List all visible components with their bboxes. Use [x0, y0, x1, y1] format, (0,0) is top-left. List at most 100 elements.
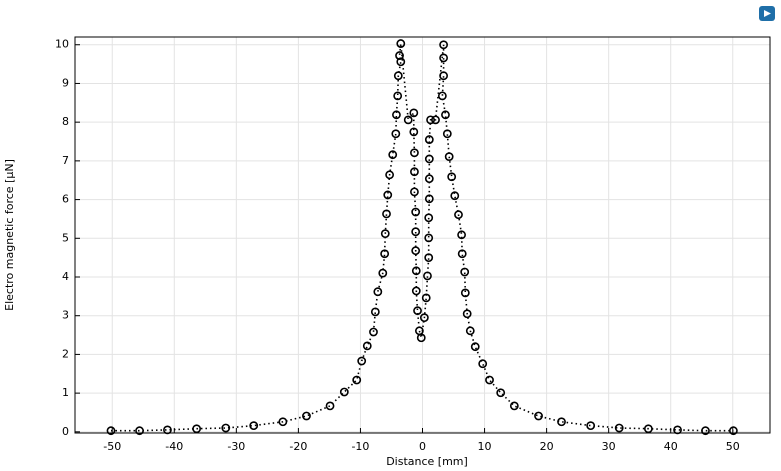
y-tick-label: 8 [62, 115, 69, 128]
data-point [249, 421, 259, 431]
data-point [388, 150, 398, 160]
data-point [460, 267, 470, 277]
data-point [409, 108, 419, 118]
data-point [424, 213, 434, 223]
data-point [278, 417, 288, 427]
data-point [454, 210, 463, 220]
x-tick-label: 10 [478, 440, 492, 453]
data-point [439, 53, 448, 63]
data-point [370, 307, 380, 317]
data-point [411, 246, 421, 256]
app-icon[interactable] [759, 6, 775, 21]
data-point [325, 401, 335, 411]
y-tick-label: 10 [55, 38, 69, 51]
data-point [382, 209, 391, 219]
icon-glyph[interactable] [764, 10, 771, 17]
data-point [409, 127, 419, 137]
data-point [643, 424, 653, 434]
data-point [192, 424, 202, 434]
data-point [431, 115, 440, 125]
data-point [437, 91, 447, 101]
y-tick-label: 7 [62, 154, 69, 167]
x-tick-label: -10 [351, 440, 369, 453]
data-point [614, 423, 624, 433]
data-point [450, 191, 460, 201]
data-point [439, 40, 448, 50]
y-tick-label: 1 [62, 386, 69, 399]
data-point [392, 110, 401, 120]
x-tick-label: -20 [289, 440, 307, 453]
data-point [393, 71, 403, 81]
data-point [396, 39, 406, 48]
data-point [478, 359, 488, 369]
data-point [352, 375, 362, 385]
x-tick-label: 40 [664, 440, 678, 453]
data-point [391, 129, 401, 139]
y-tick-label: 9 [62, 76, 69, 89]
data-point [457, 230, 466, 240]
x-tick-label: 0 [419, 440, 426, 453]
data-point [362, 341, 372, 351]
data-point [413, 306, 422, 316]
data-point [163, 425, 172, 435]
x-tick-label: -40 [165, 440, 183, 453]
data-point [385, 170, 395, 180]
x-tick-label: -30 [227, 440, 245, 453]
data-point [380, 249, 390, 259]
data-point [470, 342, 480, 352]
x-tick-label: 20 [540, 440, 554, 453]
data-point [302, 411, 311, 421]
y-tick-label: 2 [62, 347, 69, 360]
data-point [416, 333, 426, 343]
x-tick-label: 30 [602, 440, 616, 453]
data-point [444, 152, 454, 162]
data-point [496, 388, 506, 398]
data-point [411, 207, 421, 217]
data-point [339, 387, 349, 397]
data-point [393, 91, 403, 101]
x-tick-label: -50 [103, 440, 121, 453]
y-axis-label: Electro magnetic force [µN] [3, 159, 16, 311]
data-point [373, 287, 383, 297]
data-point [424, 174, 434, 184]
y-tick-label: 3 [62, 309, 69, 322]
data-line [111, 43, 734, 432]
data-point [221, 423, 231, 433]
data-point [383, 190, 393, 200]
data-point [509, 401, 519, 411]
data-point [424, 154, 434, 164]
data-point [424, 135, 434, 144]
data-point [728, 426, 738, 436]
data-point [426, 115, 435, 125]
data-point [586, 421, 596, 431]
data-point [557, 417, 566, 427]
data-point [395, 51, 404, 60]
data-point [447, 172, 457, 182]
data-point [460, 288, 470, 298]
data-point [421, 293, 431, 303]
data-point [423, 271, 432, 281]
data-point [424, 253, 434, 263]
y-tick-label: 6 [62, 193, 69, 206]
data-point [424, 233, 434, 243]
data-point [411, 266, 421, 276]
data-point [442, 129, 452, 139]
data-point [357, 356, 367, 366]
data-point [441, 110, 450, 120]
data-point [378, 268, 388, 278]
data-point [396, 57, 406, 67]
data-point [424, 194, 434, 204]
data-point [465, 326, 475, 336]
x-axis-label: Distance [mm] [386, 455, 468, 468]
data-point [410, 148, 419, 158]
data-point [411, 227, 421, 237]
y-tick-label: 0 [62, 425, 69, 438]
data-point [410, 167, 419, 177]
data-point [673, 425, 682, 435]
data-point [419, 313, 429, 323]
data-point [135, 426, 144, 436]
data-point [701, 426, 710, 436]
data-point [369, 327, 378, 337]
